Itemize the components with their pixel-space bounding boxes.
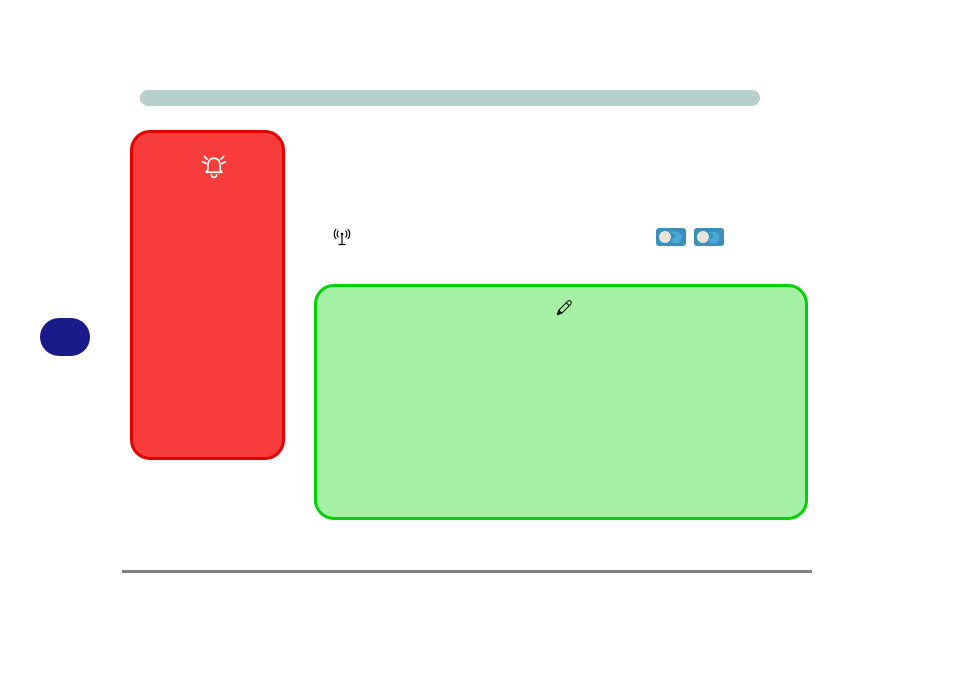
alarm-bell-icon (200, 153, 228, 181)
top-bar (140, 90, 760, 106)
bottom-divider (122, 570, 812, 573)
alert-panel (130, 130, 285, 460)
antenna-icon (333, 228, 351, 246)
network-badge-2 (694, 228, 724, 246)
pen-icon (555, 299, 573, 317)
edit-panel (314, 284, 808, 520)
network-badge-1 (656, 228, 686, 246)
side-pill (40, 318, 90, 356)
